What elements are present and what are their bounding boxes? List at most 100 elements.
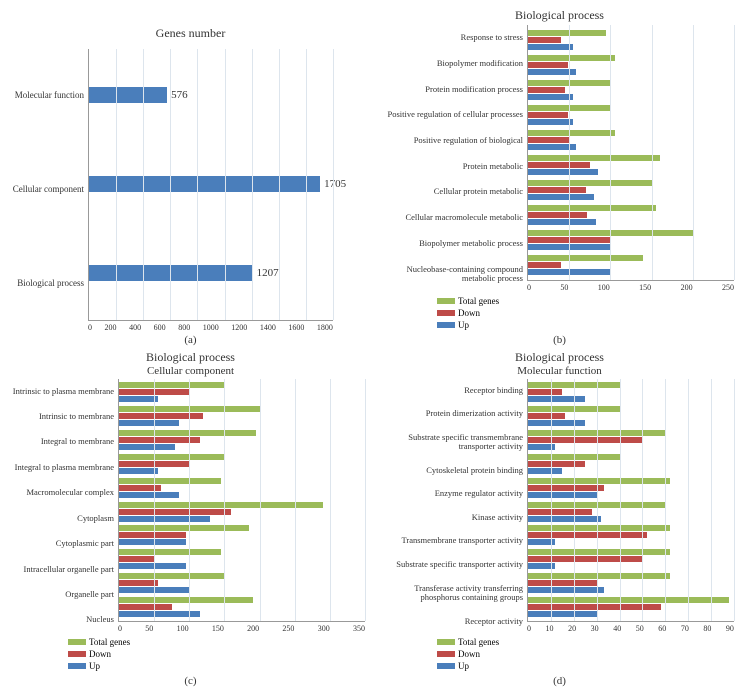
- panel-a-title: Genes number: [8, 26, 373, 41]
- y-label: Organelle part: [8, 590, 114, 599]
- legend-up: Up: [89, 661, 100, 671]
- bar: [528, 597, 729, 603]
- y-label: Enzyme regulator activity: [377, 489, 523, 498]
- bar: [528, 556, 642, 562]
- bar: [119, 492, 179, 498]
- bar-group: [528, 525, 734, 545]
- bar-group: [528, 180, 734, 200]
- panel-b-ylabels: Response to stressBiopolymer modificatio…: [377, 25, 527, 292]
- bar: [528, 180, 652, 186]
- bar: [528, 30, 606, 36]
- y-label: Positive regulation of cellular processe…: [377, 110, 523, 119]
- bar: [528, 580, 597, 586]
- bar-group: [528, 406, 734, 426]
- panel-c-plot: [118, 379, 365, 623]
- bar: [528, 516, 601, 522]
- bar: [119, 563, 186, 569]
- bar: [528, 420, 585, 426]
- bar: [528, 437, 642, 443]
- bar: [528, 532, 647, 538]
- panel-c-subtitle: Cellular component: [8, 365, 373, 377]
- bar: [528, 389, 562, 395]
- panel-b-legend: Total genes Down Up: [377, 292, 742, 332]
- panel-c-title: Biological process: [8, 350, 373, 365]
- bar: [119, 502, 323, 508]
- panel-d-caption: (d): [377, 673, 742, 687]
- bar: [119, 573, 224, 579]
- legend-total: Total genes: [458, 637, 499, 647]
- bar: [119, 396, 158, 402]
- bar: [119, 532, 186, 538]
- bar: [528, 573, 670, 579]
- y-label: Integral to membrane: [8, 437, 114, 446]
- bar-group: [528, 105, 734, 125]
- bar: [528, 130, 615, 136]
- bar-group: [528, 255, 734, 275]
- bar: [528, 169, 598, 175]
- bar: [528, 604, 661, 610]
- bar-group: [528, 55, 734, 75]
- panel-d-ylabels: Receptor bindingProtein dimerization act…: [377, 379, 527, 634]
- y-label: Transferase activity transferring phosph…: [377, 584, 523, 603]
- panel-c-xaxis: 050100150200250300350: [118, 622, 365, 633]
- bar: [528, 119, 573, 125]
- bar: [119, 549, 221, 555]
- bar-group: [528, 502, 734, 522]
- bar-group: [528, 597, 734, 617]
- bar-group: [119, 549, 365, 569]
- bar: [528, 155, 660, 161]
- y-label: Substrate specific transmembrane transpo…: [377, 433, 523, 452]
- bar-group: [119, 502, 365, 522]
- panel-d-title: Biological process: [377, 350, 742, 365]
- bar: [528, 549, 670, 555]
- panel-c-ylabels: Intrinsic to plasma membraneIntrinsic to…: [8, 379, 118, 634]
- panel-a-ylabels: Molecular functionCellular componentBiol…: [8, 49, 88, 332]
- y-label: Receptor binding: [377, 386, 523, 395]
- bar: [528, 485, 604, 491]
- bar: [528, 262, 561, 268]
- bar-group: [528, 130, 734, 150]
- bar-group: [528, 155, 734, 175]
- bar: [528, 137, 569, 143]
- y-label: Intrinsic to membrane: [8, 412, 114, 421]
- bar: [528, 187, 586, 193]
- bar: [119, 525, 249, 531]
- panel-a-xaxis: 020040060080010001200140016001800: [88, 321, 333, 332]
- panel-d-subtitle: Molecular function: [377, 365, 742, 377]
- bar: [119, 516, 210, 522]
- bar-group: [119, 454, 365, 474]
- bar: [528, 468, 562, 474]
- bar: [119, 382, 224, 388]
- bar: [528, 461, 585, 467]
- bar-group: [119, 597, 365, 617]
- bar: [119, 478, 221, 484]
- bar-group: [528, 230, 734, 250]
- bar-group: [119, 478, 365, 498]
- panel-b: Biological process Response to stressBio…: [377, 8, 742, 346]
- bar-group: [528, 549, 734, 569]
- bar: [528, 255, 643, 261]
- bar-group: [528, 478, 734, 498]
- bar: [119, 580, 158, 586]
- panel-d: Biological process Molecular function Re…: [377, 350, 742, 688]
- bar: [528, 212, 587, 218]
- bar: 1705: [89, 176, 320, 192]
- y-label: Cellular component: [8, 185, 84, 195]
- bar: [119, 604, 172, 610]
- bar: [528, 509, 592, 515]
- panel-b-caption: (b): [377, 332, 742, 346]
- bar: [528, 219, 596, 225]
- y-label: Intracellular organelle part: [8, 565, 114, 574]
- bar-group: [119, 430, 365, 450]
- y-label: Cellular macromolecule metabolic: [377, 213, 523, 222]
- bar: [119, 597, 253, 603]
- bar: 576: [89, 87, 167, 103]
- bar-group: [528, 382, 734, 402]
- bar: [528, 587, 604, 593]
- legend-up: Up: [458, 661, 469, 671]
- y-label: Substrate specific transporter activity: [377, 560, 523, 569]
- value-label: 1207: [253, 267, 279, 279]
- y-label: Kinase activity: [377, 513, 523, 522]
- bar: [119, 413, 203, 419]
- panel-d-legend: Total genes Down Up: [377, 633, 742, 673]
